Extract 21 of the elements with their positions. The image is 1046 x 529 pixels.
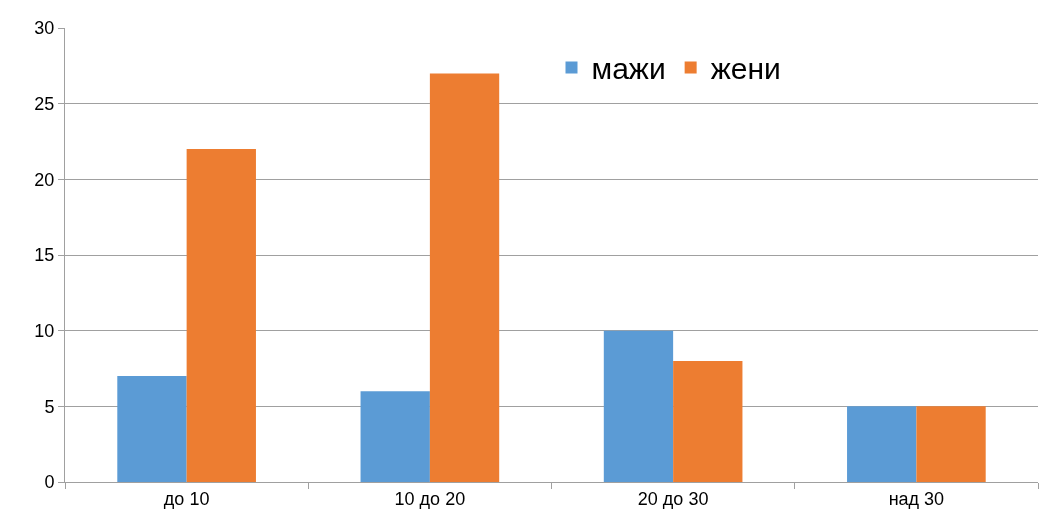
y-tick-label: 5 xyxy=(44,396,55,417)
bar xyxy=(673,360,743,482)
legend-label: жени xyxy=(710,52,781,86)
x-tick-label: до 10 xyxy=(163,488,210,509)
bar xyxy=(117,376,187,482)
y-tick-label: 30 xyxy=(34,18,55,39)
x-tick-label: 10 до 20 xyxy=(394,488,466,509)
x-tick-label: 20 до 30 xyxy=(637,488,709,509)
legend-label: мажи xyxy=(591,52,666,86)
y-tick-label: 20 xyxy=(34,169,55,190)
x-tick-label: над 30 xyxy=(888,488,945,509)
bar xyxy=(603,330,674,482)
y-tick-label: 15 xyxy=(34,245,55,266)
bar xyxy=(360,391,430,482)
y-tick-label: 25 xyxy=(34,93,55,114)
bar xyxy=(847,406,917,482)
y-tick-label: 0 xyxy=(44,472,55,493)
bar xyxy=(916,406,986,482)
y-tick-label: 10 xyxy=(34,320,55,341)
bar xyxy=(186,149,256,482)
bar xyxy=(429,73,500,482)
